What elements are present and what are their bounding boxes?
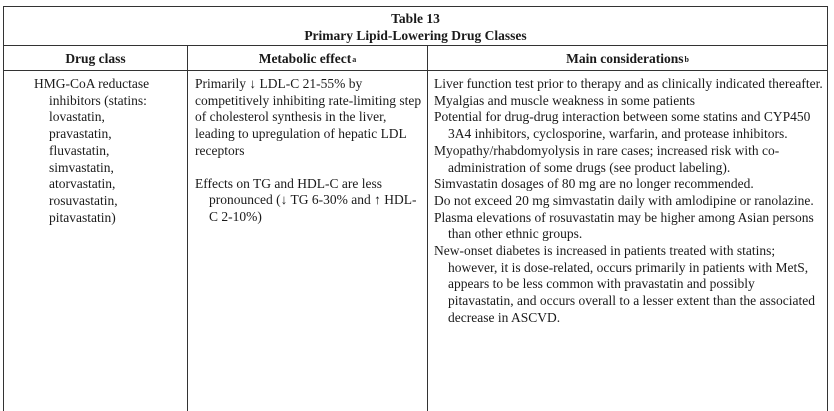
- consideration-item: Do not exceed 20 mg simvastatin daily wi…: [434, 192, 814, 208]
- drug-class-line: atorvastatin,: [49, 176, 116, 192]
- consideration-item: Simvastatin dosages of 80 mg are no long…: [434, 176, 754, 192]
- table-caption: Table 13 Primary Lipid-Lowering Drug Cla…: [4, 7, 827, 46]
- metabolic-effect-primary: Primarily ↓ LDL-C 21-55% by competitivel…: [195, 76, 422, 158]
- drug-class-line: simvastatin,: [49, 159, 114, 175]
- drug-class-line: lovastatin,: [49, 109, 105, 125]
- footnote-marker-a: a: [352, 55, 357, 64]
- header-main-considerations: Main considerations b: [566, 51, 689, 66]
- header-metabolic-effect: Metabolic effect a: [188, 46, 428, 70]
- cell-metabolic-effect: Primarily ↓ LDL-C 21-55% by competitivel…: [188, 71, 428, 411]
- drug-class-line: pitavastatin): [49, 209, 116, 225]
- table-header-row: Drug class Metabolic effect a Main consid…: [4, 46, 827, 71]
- consideration-item: Myalgias and muscle weakness in some pat…: [434, 92, 695, 108]
- table-row: HMG-CoA reductase inhibitors (statins: l…: [4, 71, 827, 411]
- consideration-item: Potential for drug-drug interaction betw…: [434, 109, 811, 142]
- table-title: Primary Lipid-Lowering Drug Classes: [304, 28, 527, 43]
- drug-class-line: inhibitors (statins:: [49, 92, 147, 108]
- drug-class-line: fluvastatin,: [49, 142, 110, 158]
- cell-drug-class: HMG-CoA reductase inhibitors (statins: l…: [4, 71, 188, 411]
- header-drug-class: Drug class: [4, 46, 188, 70]
- drug-class-line: HMG-CoA reductase: [34, 76, 150, 91]
- lipid-drug-table: Table 13 Primary Lipid-Lowering Drug Cla…: [3, 6, 828, 411]
- consideration-item: New-onset diabetes is increased in patie…: [434, 243, 815, 325]
- consideration-item: Myopathy/rhabdomyolysis in rare cases; i…: [434, 142, 780, 175]
- metabolic-effect-secondary: Effects on TG and HDL-C are less pronoun…: [195, 175, 417, 224]
- consideration-item: Plasma elevations of rosuvastatin may be…: [434, 209, 814, 242]
- table-number: Table 13: [391, 11, 440, 26]
- drug-class-line: rosuvastatin,: [49, 192, 118, 208]
- drug-class-line: pravastatin,: [49, 126, 112, 142]
- consideration-item: Liver function test prior to therapy and…: [434, 76, 823, 91]
- footnote-marker-b: b: [684, 55, 689, 64]
- cell-main-considerations: Liver function test prior to therapy and…: [428, 71, 827, 411]
